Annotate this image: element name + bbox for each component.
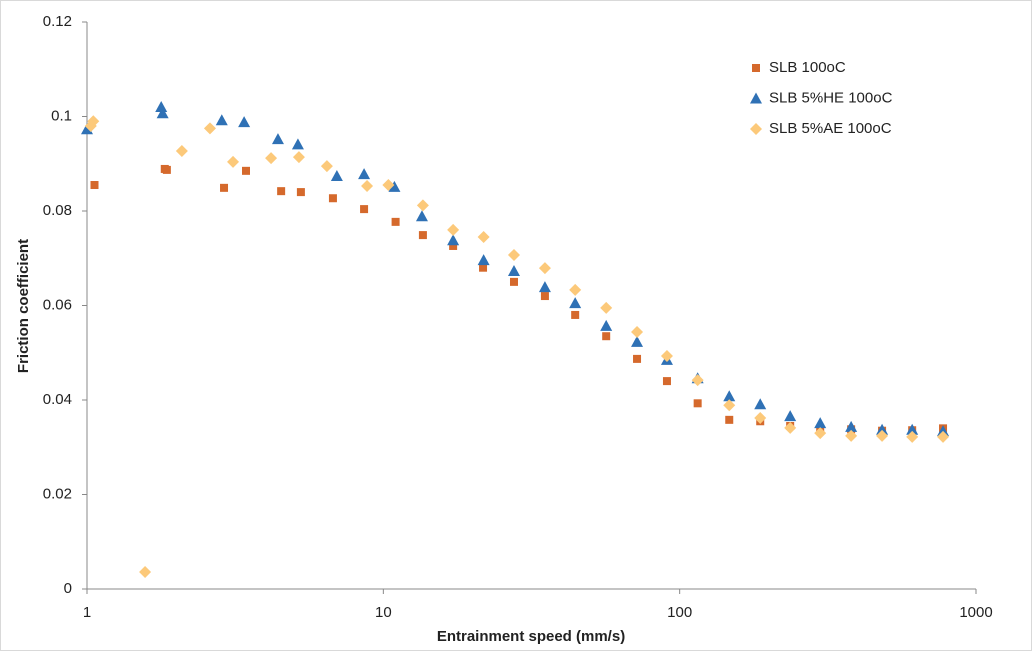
square-marker — [509, 277, 518, 286]
triangle-marker — [238, 116, 251, 128]
square-marker — [328, 194, 337, 203]
y-tick-label: 0.12 — [43, 13, 72, 30]
y-tick-label: 0.02 — [43, 485, 72, 502]
x-axis-title: Entrainment speed (mm/s) — [437, 628, 625, 645]
triangle-marker — [750, 92, 762, 104]
square-marker — [693, 399, 702, 408]
square-marker — [540, 292, 549, 301]
diamond-marker — [139, 565, 152, 578]
triangle-marker — [754, 398, 767, 410]
square-marker — [391, 217, 400, 226]
diamond-marker — [754, 411, 767, 424]
triangle-marker — [845, 420, 858, 432]
diamond-marker — [447, 223, 460, 236]
triangle-marker — [81, 123, 93, 135]
triangle-marker — [447, 234, 460, 246]
triangle-marker — [271, 133, 284, 145]
y-tick-label: 0.08 — [43, 202, 72, 219]
triangle-marker — [415, 210, 428, 222]
triangle-marker — [876, 423, 889, 435]
y-tick-label: 0.04 — [43, 391, 72, 408]
diamond-marker — [292, 151, 305, 164]
x-tick-label: 1000 — [959, 604, 992, 621]
diamond-marker — [87, 115, 100, 128]
y-tick-label: 0 — [64, 580, 72, 597]
diamond-marker — [876, 429, 889, 442]
diamond-marker — [361, 179, 374, 192]
x-tick-label: 1 — [83, 604, 91, 621]
triangle-marker — [784, 410, 797, 422]
x-tick-label: 100 — [667, 604, 692, 621]
diamond-marker — [382, 179, 395, 192]
x-tick-label: 10 — [375, 604, 392, 621]
triangle-marker — [156, 107, 169, 119]
diamond-marker — [175, 144, 188, 157]
diamond-marker — [691, 374, 704, 387]
diamond-marker — [538, 262, 551, 275]
square-marker — [220, 183, 229, 192]
legend-label: SLB 5%AE 100oC — [769, 120, 892, 137]
square-marker — [633, 354, 642, 363]
legend-label: SLB 5%HE 100oC — [769, 89, 893, 106]
square-marker — [242, 166, 251, 175]
triangle-marker — [358, 168, 371, 180]
diamond-marker — [507, 248, 520, 261]
diamond-marker — [784, 421, 797, 434]
triangle-marker — [507, 265, 520, 277]
square-marker — [296, 188, 305, 197]
triangle-marker — [155, 101, 168, 113]
diamond-marker — [227, 155, 240, 168]
y-tick-label: 0.1 — [51, 107, 72, 124]
triangle-marker — [631, 335, 644, 347]
square-marker — [449, 241, 458, 250]
diamond-marker — [477, 230, 490, 243]
triangle-marker — [388, 180, 401, 192]
triangle-marker — [215, 114, 228, 126]
triangle-marker — [291, 138, 304, 150]
diamond-marker — [845, 429, 858, 442]
diamond-marker — [569, 283, 582, 296]
triangle-marker — [569, 297, 582, 309]
square-marker — [662, 377, 671, 386]
diamond-marker — [631, 325, 644, 338]
triangle-marker — [937, 425, 950, 437]
square-marker — [418, 231, 427, 240]
triangle-marker — [723, 390, 736, 402]
square-marker — [479, 263, 488, 272]
triangle-marker — [477, 254, 490, 266]
diamond-marker — [660, 350, 673, 363]
diamond-marker — [320, 160, 333, 173]
square-marker — [725, 415, 734, 424]
diamond-marker — [906, 430, 919, 443]
triangle-marker — [330, 170, 343, 182]
y-axis-title: Friction coefficient — [15, 239, 32, 373]
square-marker — [162, 165, 171, 174]
diamond-marker — [203, 122, 216, 135]
triangle-marker — [906, 423, 919, 435]
diamond-marker — [265, 152, 278, 165]
diamond-marker — [416, 199, 429, 212]
square-marker — [90, 181, 99, 190]
square-marker — [571, 310, 580, 319]
diamond-marker — [750, 123, 762, 135]
square-marker — [602, 332, 611, 341]
diamond-marker — [723, 399, 736, 412]
diamond-marker — [937, 430, 950, 443]
diamond-marker — [814, 427, 827, 440]
legend-label: SLB 100oC — [769, 59, 846, 76]
triangle-marker — [814, 417, 827, 429]
square-marker — [277, 187, 286, 196]
triangle-marker — [600, 319, 613, 331]
square-marker — [360, 205, 369, 214]
triangle-marker — [538, 281, 551, 293]
y-tick-label: 0.06 — [43, 296, 72, 313]
diamond-marker — [600, 301, 613, 314]
square-marker — [752, 64, 760, 72]
